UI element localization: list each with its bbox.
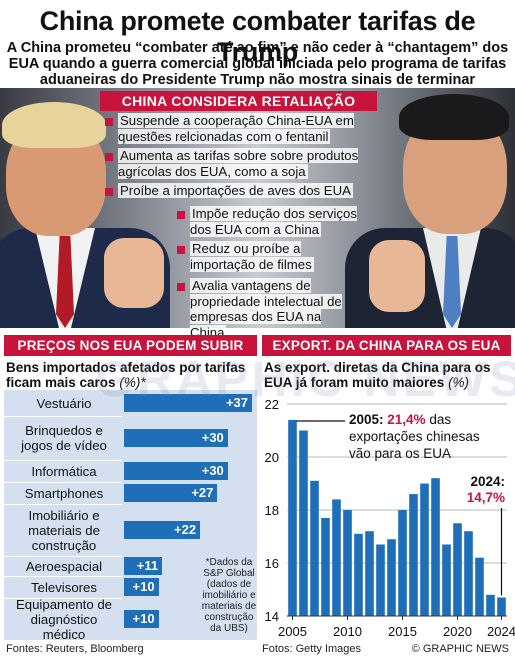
export-bar: [431, 478, 440, 616]
left-subtitle: Bens importados afetados por tarifas fic…: [6, 360, 246, 390]
y-tick-label: 20: [265, 450, 279, 465]
export-bar: [420, 483, 429, 616]
export-bar: [321, 518, 330, 616]
row-divider: [4, 504, 122, 505]
export-bar: [365, 531, 374, 616]
headline: China promete combater tarifas de Trump: [39, 6, 476, 67]
footnote: *Dados da S&P Global (dados de imobiliár…: [201, 557, 257, 634]
export-bar: [387, 539, 396, 616]
bar-category-label: Informática: [31, 463, 97, 479]
x-tick-label: 2015: [388, 624, 417, 639]
annotation-2005: 2005: 21,4% das: [349, 412, 451, 427]
bar-category-label: Imobiliário e materiais de construção: [28, 507, 100, 553]
price-bar: +10: [124, 578, 159, 596]
bar-category-label: Brinquedos e jogos de vídeo: [21, 423, 107, 453]
row-divider: [4, 576, 122, 577]
export-bar: [288, 419, 297, 616]
annotation-2005-line: exportações chinesas: [349, 429, 480, 444]
export-bar: [464, 531, 473, 616]
annotation-2024-value: 14,7%: [467, 490, 505, 505]
y-tick-label: 14: [265, 609, 279, 624]
price-bar: +10: [124, 610, 159, 628]
export-bar: [398, 510, 407, 616]
bar-category-label: Equipamento de diagnóstico médico: [15, 596, 113, 642]
export-bar: [409, 494, 418, 616]
retaliation-item: Proíbe a importações de aves dos EUA: [118, 183, 353, 198]
export-bar: [442, 544, 451, 616]
annotation-2024: 2024:: [470, 474, 505, 489]
row-divider: [4, 460, 122, 461]
export-bar: [310, 480, 319, 616]
y-tick-label: 18: [265, 503, 279, 518]
export-bar: [486, 594, 495, 616]
annotation-2005-line: vão para os EUA: [349, 446, 451, 461]
price-bar: +37: [124, 394, 252, 412]
copyright: © GRAPHIC NEWS: [411, 643, 509, 655]
export-bar: [354, 533, 363, 616]
export-bar: [453, 523, 462, 617]
bar-category-label: Aeroespacial: [25, 558, 103, 574]
export-bar: [343, 510, 352, 616]
trump-photo: [0, 88, 170, 328]
hero-photo: [0, 88, 515, 328]
retaliation-title: CHINA CONSIDERA RETALIAÇÃO: [100, 91, 377, 111]
retaliation-item: Suspende a cooperação China-EUA em quest…: [118, 113, 354, 144]
row-divider: [4, 416, 122, 417]
watermark: GRAPHIC NEWS: [95, 351, 515, 407]
price-increase-chart: Vestuário +37 Brinquedos e jogos de vídeo +…: [4, 390, 257, 642]
row-divider: [4, 482, 122, 483]
right-subtitle: As export. diretas da China para os EUA …: [264, 360, 491, 390]
price-bar: +11: [124, 557, 163, 575]
deck: A China prometeu “combater até ao fim” e…: [6, 40, 509, 88]
export-bar: [376, 544, 385, 616]
left-section-header: PREÇOS NOS EUA PODEM SUBIR: [4, 335, 257, 356]
row-divider: [4, 598, 122, 599]
x-tick-label: 2020: [443, 624, 472, 639]
export-bar: [332, 499, 341, 616]
bar-category-label: Vestuário: [36, 395, 92, 411]
export-bar: [299, 430, 308, 616]
bar-category-label: Smartphones: [24, 485, 104, 501]
retaliation-item: Avalia vantagens de propriedade intelect…: [190, 278, 342, 340]
retaliation-item: Reduz ou proíbe a importação de filmes: [190, 241, 314, 272]
price-bar: +27: [124, 484, 218, 502]
price-bar: +30: [124, 462, 228, 480]
price-bar: +22: [124, 521, 201, 539]
photo-credit: Fotos: Getty Images: [262, 643, 362, 655]
x-tick-label: 2005: [278, 624, 307, 639]
bar-category-label: Televisores: [31, 579, 97, 595]
x-tick-label: 2010: [333, 624, 362, 639]
price-bar: +30: [124, 429, 228, 447]
x-tick-label: 2024: [487, 624, 515, 639]
retaliation-item: Aumenta as tarifas sobre sobre produtos …: [118, 148, 359, 179]
retaliation-item: Impõe redução dos serviços dos EUA com a…: [190, 206, 357, 237]
row-divider: [4, 556, 122, 557]
right-section-header: EXPORT. DA CHINA PARA OS EUA: [262, 335, 511, 356]
export-bar: [475, 557, 484, 616]
sources: Fontes: Reuters, Bloomberg: [6, 643, 144, 655]
xi-photo: [345, 88, 515, 328]
export-bar: [497, 597, 506, 616]
y-tick-label: 16: [265, 556, 279, 571]
